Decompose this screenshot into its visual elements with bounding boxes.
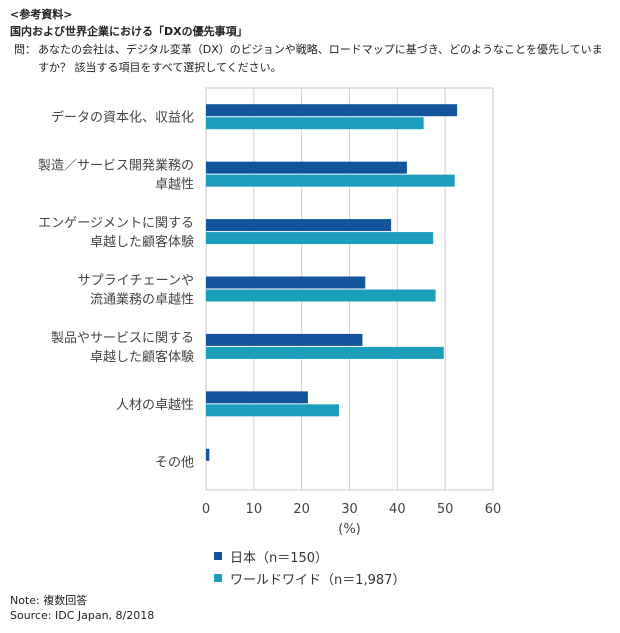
x-tick-label: 30 (341, 502, 358, 517)
legend-swatch-japan (214, 552, 222, 560)
bar-japan (206, 391, 308, 404)
legend-swatch-worldwide (214, 574, 222, 582)
category-label: 卓越性 (155, 178, 194, 193)
x-tick-label: 0 (202, 502, 210, 517)
bar-japan (206, 219, 392, 232)
bar-worldwide (206, 346, 444, 359)
question-prefix: 問： (14, 43, 36, 56)
bar-chart: データの資本化、収益化製造／サービス開発業務の卓越性エンゲージメントに関する卓越… (38, 87, 501, 537)
bar-japan (206, 333, 363, 346)
category-label: 卓越した顧客体験 (90, 234, 194, 250)
x-axis-label: (%) (338, 522, 361, 537)
plot-frame (205, 87, 494, 491)
chart-title: 国内および世界企業における「DXの優先事項」 (10, 25, 248, 38)
category-label: サプライチェーンや (78, 274, 194, 289)
source-note: Source: IDC Japan, 8/2018 (10, 609, 155, 622)
x-tick-label: 10 (246, 502, 263, 517)
legend-item-worldwide: ワールドワイド（n＝1,987） (214, 567, 405, 589)
category-label: データの資本化、収益化 (51, 110, 194, 126)
x-tick-labels: 0 10 20 30 40 50 60 (202, 502, 501, 517)
reference-label: <参考資料> (10, 8, 73, 21)
bar-japan (206, 104, 458, 117)
category-label: 製造／サービス開発業務の (38, 158, 194, 174)
question-text: あなたの会社は、デジタル変革（DX）のビジョンや戦略、ロードマップに基づき、どの… (38, 43, 603, 74)
x-tick-label: 40 (389, 502, 406, 517)
category-labels: データの資本化、収益化製造／サービス開発業務の卓越性エンゲージメントに関する卓越… (38, 110, 194, 471)
bar-worldwide (206, 232, 434, 245)
legend-item-japan: 日本（n＝150） (214, 545, 405, 567)
category-label: 人材の卓越性 (116, 398, 194, 413)
footnote: Note: 複数回答 (10, 594, 88, 607)
gridlines (253, 88, 446, 490)
bar-japan (206, 276, 366, 289)
legend-label-worldwide: ワールドワイド（n＝1,987） (230, 572, 406, 588)
category-label: 卓越した顧客体験 (90, 349, 194, 365)
bar-worldwide (206, 404, 339, 417)
bars (206, 104, 458, 461)
legend-label-japan: 日本（n＝150） (230, 550, 329, 566)
x-tick-label: 20 (293, 502, 310, 517)
x-tick-label: 60 (485, 502, 502, 517)
category-label: エンゲージメントに関する (38, 216, 194, 231)
x-tick-label: 50 (437, 502, 454, 517)
bar-worldwide (206, 117, 424, 130)
bar-japan (206, 448, 210, 461)
legend: 日本（n＝150） ワールドワイド（n＝1,987） (214, 545, 405, 589)
bar-worldwide (206, 289, 436, 302)
bar-worldwide (206, 174, 455, 187)
bar-japan (206, 161, 407, 174)
category-label: 流通業務の卓越性 (90, 292, 194, 308)
category-label: その他 (155, 455, 194, 470)
category-label: 製品やサービスに関する (51, 331, 194, 346)
